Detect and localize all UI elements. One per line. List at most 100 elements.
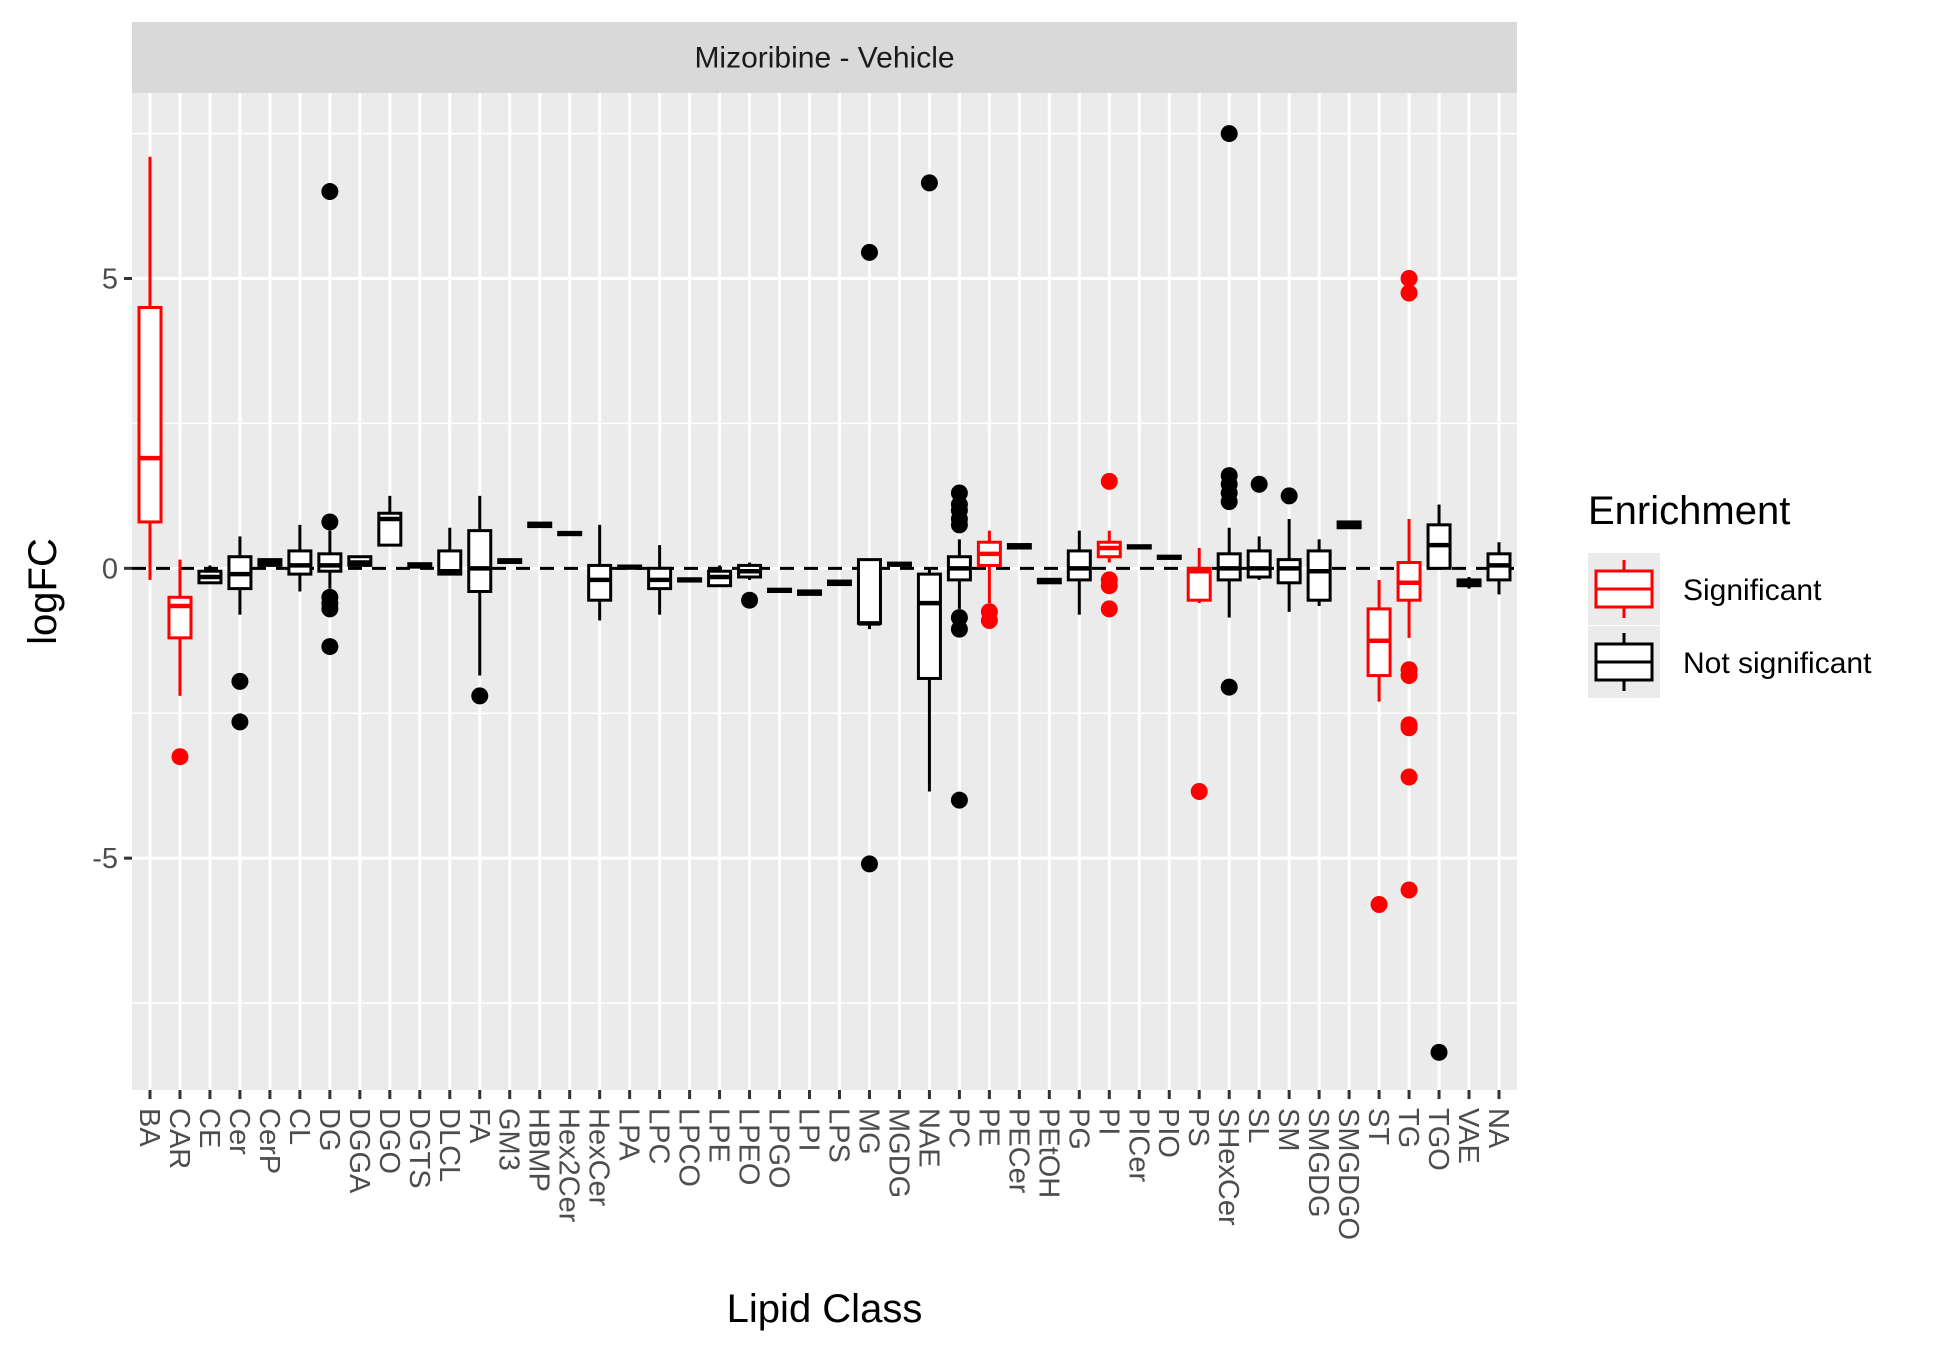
x-axis: BACARCECerCerPCLDGDGGADGODGTSDLCLFAGM3HB…: [133, 1090, 1514, 1240]
outlier-point: [980, 611, 998, 629]
boxplot-pio: [1156, 554, 1182, 560]
x-tick-label: LPI: [793, 1108, 825, 1152]
box: [1066, 549, 1092, 582]
outlier-point: [1100, 577, 1118, 595]
boxplot-dlcl: [437, 527, 463, 576]
y-tick-label: -5: [92, 843, 118, 875]
x-tick-label: LPCO: [673, 1108, 705, 1187]
x-tick-label: Cer: [223, 1108, 255, 1155]
boxplot-lpa: [617, 564, 643, 570]
minor-gridlines: [132, 132, 1517, 1004]
boxplot-lps: [826, 579, 852, 587]
y-tick-label: 0: [102, 553, 118, 585]
boxplot-st: [1366, 579, 1392, 914]
outlier-point: [1370, 896, 1388, 914]
x-tick-label: DLCL: [433, 1108, 465, 1182]
box: [467, 529, 493, 594]
boxplot-sm: [1276, 487, 1302, 612]
boxplot-lpgo: [767, 587, 793, 594]
x-tick-label: TG: [1392, 1108, 1424, 1148]
x-tick-label: PG: [1062, 1108, 1094, 1150]
x-tick-label: VAE: [1452, 1108, 1484, 1164]
boxplot-lpco: [677, 577, 703, 583]
x-tick-label: PI: [1092, 1108, 1124, 1135]
boxplot-tg: [1396, 269, 1422, 899]
boxplot-pi: [1096, 472, 1122, 618]
boxplots: [137, 125, 1512, 1061]
outlier-point: [1400, 284, 1418, 302]
legend-entry: Not significant: [1588, 626, 1872, 698]
box: [137, 305, 163, 524]
x-tick-label: CAR: [163, 1108, 195, 1169]
boxplot-dgga: [347, 555, 373, 567]
outlier-point: [231, 713, 249, 731]
x-tick-label: FA: [463, 1108, 495, 1144]
legend-label: Significant: [1683, 574, 1822, 607]
outlier-point: [950, 516, 968, 534]
x-tick-label: PS: [1182, 1108, 1214, 1147]
boxplot-ba: [137, 156, 163, 580]
x-tick-label: PE: [972, 1108, 1004, 1147]
x-tick-label: SM: [1272, 1108, 1304, 1152]
box: [317, 552, 343, 573]
x-tick-label: BA: [133, 1108, 165, 1147]
x-tick-label: HexCer: [583, 1108, 615, 1207]
boxplot-petoh: [1036, 577, 1062, 585]
x-tick-label: ST: [1362, 1108, 1394, 1145]
boxplot-dgts: [407, 562, 433, 569]
x-tick-label: SMGDGO: [1332, 1108, 1364, 1240]
boxplot-smgdgo: [1336, 520, 1362, 530]
x-tick-label: LPS: [822, 1108, 854, 1163]
box: [1306, 549, 1332, 602]
panel-background: [132, 93, 1517, 1090]
boxplot-shexcer: [1216, 125, 1242, 696]
x-tick-label: TGO: [1422, 1108, 1454, 1171]
boxplot-car: [167, 559, 193, 766]
x-tick-label: SMGDG: [1302, 1108, 1334, 1218]
x-tick-label: PIO: [1152, 1108, 1184, 1158]
y-axis: -5 0 5: [92, 263, 132, 875]
boxplot-pe: [976, 530, 1002, 629]
x-tick-label: GM3: [493, 1108, 525, 1171]
outlier-point: [321, 600, 339, 618]
outlier-point: [1400, 269, 1418, 287]
x-tick-label: DGO: [373, 1108, 405, 1174]
boxplot-tgo: [1426, 504, 1452, 1061]
outlier-point: [920, 174, 938, 192]
outlier-point: [321, 183, 339, 201]
x-tick-label: CerP: [253, 1108, 285, 1174]
boxplot-ce: [197, 565, 223, 585]
legend: Enrichment Significant Not significant: [1588, 489, 1872, 698]
x-tick-label: MG: [852, 1108, 884, 1155]
boxplot-lpe: [707, 565, 733, 588]
boxplot-dgo: [377, 495, 403, 547]
x-tick-label: PECer: [1002, 1108, 1034, 1194]
boxplot-pg: [1066, 530, 1092, 615]
outlier-point: [1220, 678, 1238, 696]
outlier-point: [231, 672, 249, 690]
box: [287, 549, 313, 576]
x-tick-label: LPEO: [733, 1108, 765, 1185]
boxplot-hbmp: [527, 521, 553, 529]
y-tick-label: 5: [102, 263, 118, 295]
outlier-point: [1220, 493, 1238, 511]
outlier-point: [1190, 782, 1208, 800]
boxplot-hex2cer: [557, 530, 583, 537]
legend-entry: Significant: [1588, 553, 1822, 625]
x-tick-label: DGTS: [403, 1108, 435, 1189]
box: [437, 549, 463, 576]
legend-label: Not significant: [1683, 647, 1872, 680]
x-tick-label: CL: [283, 1108, 315, 1145]
x-tick-label: PICer: [1122, 1108, 1154, 1182]
box: [916, 572, 942, 680]
outlier-point: [1250, 475, 1268, 493]
x-tick-label: DG: [313, 1108, 345, 1152]
outlier-point: [321, 638, 339, 656]
boxplot-na: [1486, 542, 1512, 595]
outlier-point: [1430, 1043, 1448, 1061]
boxplot-hexcer: [587, 524, 613, 621]
box: [1186, 566, 1212, 602]
legend-title: Enrichment: [1588, 489, 1790, 533]
boxplot-lpc: [647, 545, 673, 615]
